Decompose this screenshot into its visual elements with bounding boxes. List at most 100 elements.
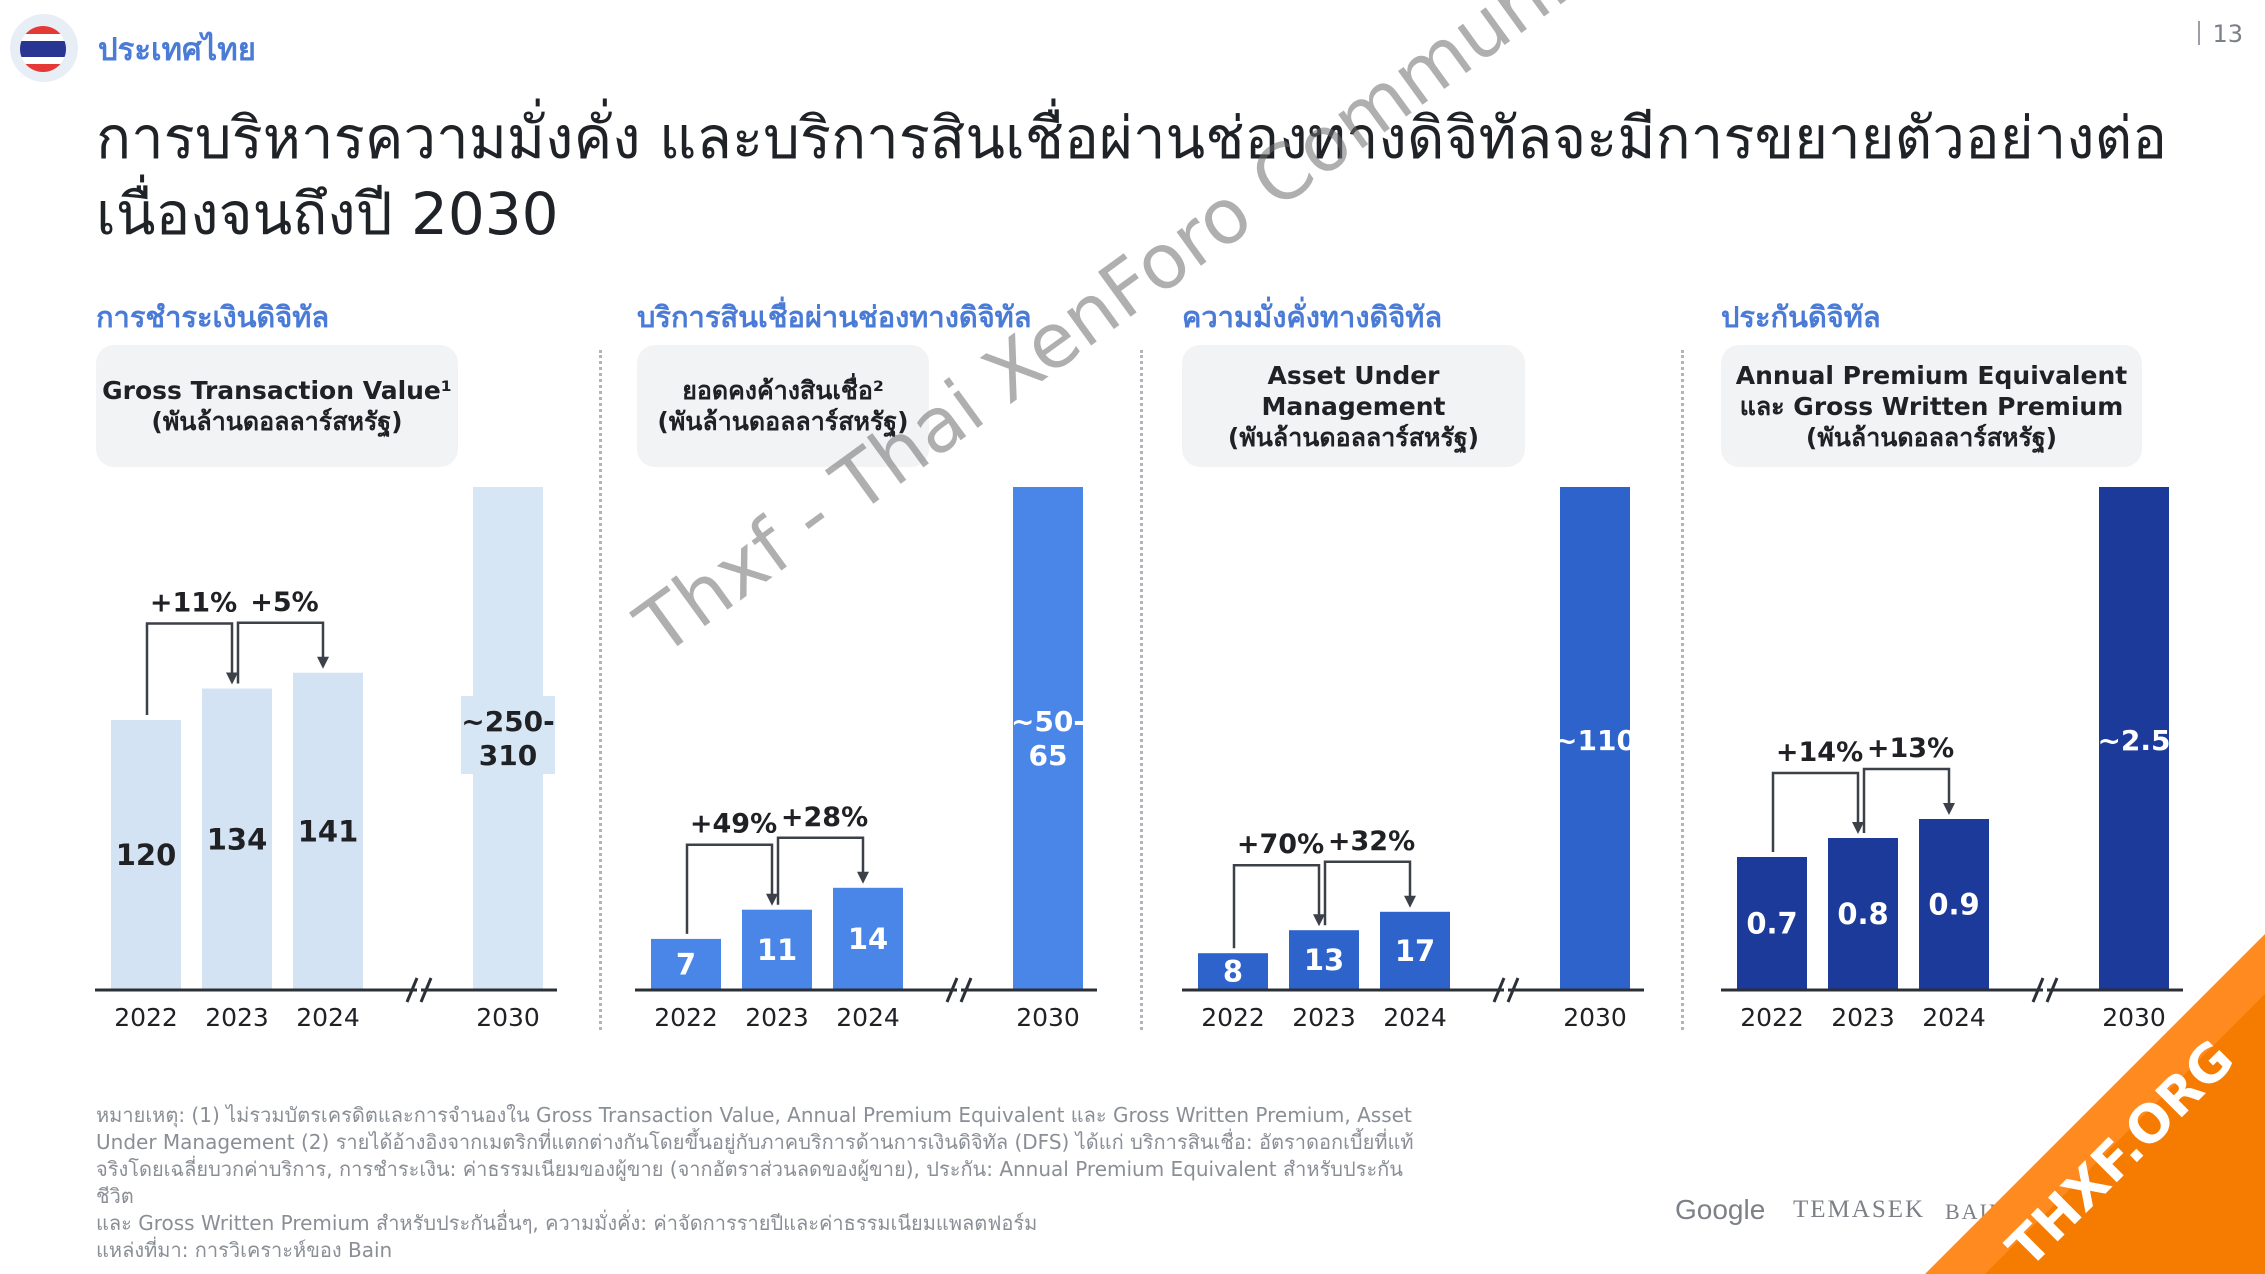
growth-arrowhead — [1943, 803, 1955, 815]
x-tick-label: 2030 — [1563, 1003, 1627, 1032]
slide-title: การบริหารความมั่งคั่ง และบริการสินเชื่อผ… — [96, 100, 2196, 252]
bar-2024 — [833, 887, 903, 990]
axis-break-mark — [2045, 977, 2059, 1003]
x-tick-label: 2022 — [114, 1003, 178, 1032]
growth-label: +5% — [250, 587, 318, 618]
x-tick-label: 2023 — [1831, 1003, 1895, 1032]
x-tick-label: 2030 — [1016, 1003, 1080, 1032]
section-title-lending: บริการสินเชื่อผ่านช่องทางดิจิทัล — [637, 300, 1032, 334]
footnote: หมายเหตุ: (1) ไม่รวมบัตรเครดิตและการจำนอ… — [96, 1103, 1414, 1262]
growth-label: +28% — [781, 802, 868, 833]
section-divider — [1681, 350, 1684, 1030]
growth-label: +32% — [1328, 826, 1415, 857]
chart-group-0: 120 2022 134 2023 141 2024 ~250-310 2030 +11% +5% — [95, 487, 557, 1032]
bar-value-label: 0.8 — [1837, 897, 1888, 931]
slide-title-line1: การบริหารความมั่งคั่ง และบริการสินเชื่อผ… — [96, 104, 2168, 172]
bar-value-label: 65 — [1029, 739, 1068, 772]
x-tick-label: 2024 — [1383, 1003, 1447, 1032]
bar-value-label: ~250- — [461, 705, 555, 738]
bar-value-label: 134 — [207, 822, 268, 856]
bar-2022 — [1198, 953, 1268, 990]
axis-break-mark — [419, 977, 433, 1003]
x-tick-label: 2024 — [296, 1003, 360, 1032]
section-title-insurance: ประกันดิจิทัล — [1721, 300, 1881, 334]
axis-break-gap — [2043, 986, 2047, 994]
bar-value-label: 14 — [848, 922, 888, 956]
bar-value-label: 141 — [298, 814, 359, 848]
bar-2023 — [1289, 930, 1359, 990]
bar-2022 — [651, 938, 721, 990]
country-label: ประเทศไทย — [98, 32, 256, 68]
growth-arrow — [145, 622, 234, 715]
axis-break-gap — [1504, 986, 1508, 994]
google-logo: Google — [1675, 1194, 1766, 1225]
growth-arrowhead — [1313, 914, 1325, 927]
growth-arrow — [1862, 767, 1951, 833]
growth-label: +14% — [1776, 737, 1863, 768]
bar-2023 — [742, 909, 812, 990]
section-divider — [599, 350, 602, 1030]
bar-2030 — [1560, 487, 1630, 990]
bar-2022 — [111, 720, 181, 990]
chart-group-1: 7 2022 11 2023 14 2024 ~50-65 2030 +49% +28% — [635, 487, 1097, 1032]
bar-2024 — [293, 672, 363, 990]
x-tick-label: 2024 — [1922, 1003, 1986, 1032]
growth-label: +49% — [690, 809, 777, 840]
growth-arrowhead — [1852, 822, 1864, 834]
section-title-wealth: ความมั่งคั่งทางดิจิทัล — [1182, 300, 1443, 334]
section-divider — [1140, 350, 1143, 1030]
axis-break-mark — [945, 977, 959, 1003]
axis-break-mark — [959, 977, 973, 1003]
x-tick-label: 2030 — [476, 1003, 540, 1032]
bar-2023 — [1828, 838, 1898, 990]
x-tick-label: 2022 — [654, 1003, 718, 1032]
x-tick-label: 2023 — [745, 1003, 809, 1032]
metric-box-lending: ยอดคงค้างสินเชื่อ² (พันล้านดอลลาร์สหรัฐ) — [637, 345, 929, 467]
thailand-flag-icon — [10, 14, 78, 82]
axis-break-mark — [1492, 977, 1506, 1003]
thxf-corner-badge: THXF.ORG — [1925, 934, 2265, 1274]
bar-2024 — [1919, 819, 1989, 990]
bar-value-label: 8 — [1223, 955, 1243, 989]
bar-2030 — [2099, 487, 2169, 990]
growth-arrow — [1232, 863, 1321, 949]
growth-label: +70% — [1237, 829, 1324, 860]
growth-arrowhead — [766, 893, 778, 906]
bar-value-label: 17 — [1395, 934, 1435, 968]
axis-break-gap — [957, 986, 961, 994]
bar-value-label: 310 — [479, 739, 537, 772]
growth-label: +11% — [150, 588, 237, 619]
bar-value-label: 0.7 — [1746, 907, 1797, 941]
growth-arrow — [236, 621, 325, 684]
axis-break-mark — [1506, 977, 1520, 1003]
growth-arrow — [1771, 771, 1860, 852]
growth-arrow — [776, 836, 865, 905]
growth-arrowhead — [857, 871, 869, 884]
axis-break-mark — [2031, 977, 2045, 1003]
x-tick-label: 2023 — [205, 1003, 269, 1032]
temasek-logo: TEMASEK — [1793, 1196, 1926, 1223]
bar-2023 — [202, 688, 272, 990]
bar-value-label: 13 — [1304, 943, 1344, 977]
badge-inner — [1985, 994, 2265, 1274]
bar-value-label: 0.9 — [1928, 888, 1979, 922]
bar-value-label: 7 — [676, 947, 696, 981]
bar-value-label: ~110 — [1554, 724, 1636, 757]
x-tick-label: 2023 — [1292, 1003, 1356, 1032]
slide-title-line2: เนื่องจนถึงปี 2030 — [96, 180, 559, 248]
chart-group-3: 0.7 2022 0.8 2023 0.9 2024 ~2.5 2030 +14% +13% — [1721, 487, 2183, 1032]
bar-value-label: ~2.5 — [2097, 724, 2170, 757]
metric-box-insurance: Annual Premium Equivalent และ Gross Writ… — [1721, 345, 2142, 467]
bar-2024 — [1380, 911, 1450, 990]
axis-break-gap — [417, 986, 421, 994]
x-tick-label: 2022 — [1201, 1003, 1265, 1032]
growth-arrow — [685, 843, 774, 934]
metric-box-payments: Gross Transaction Value¹ (พันล้านดอลลาร์… — [96, 345, 458, 467]
x-tick-label: 2024 — [836, 1003, 900, 1032]
bar-2022 — [1737, 857, 1807, 990]
x-tick-label: 2030 — [2102, 1003, 2166, 1032]
growth-arrow — [1323, 860, 1412, 926]
bar-value-label: ~50- — [1011, 705, 1085, 738]
growth-arrowhead — [1404, 895, 1416, 908]
